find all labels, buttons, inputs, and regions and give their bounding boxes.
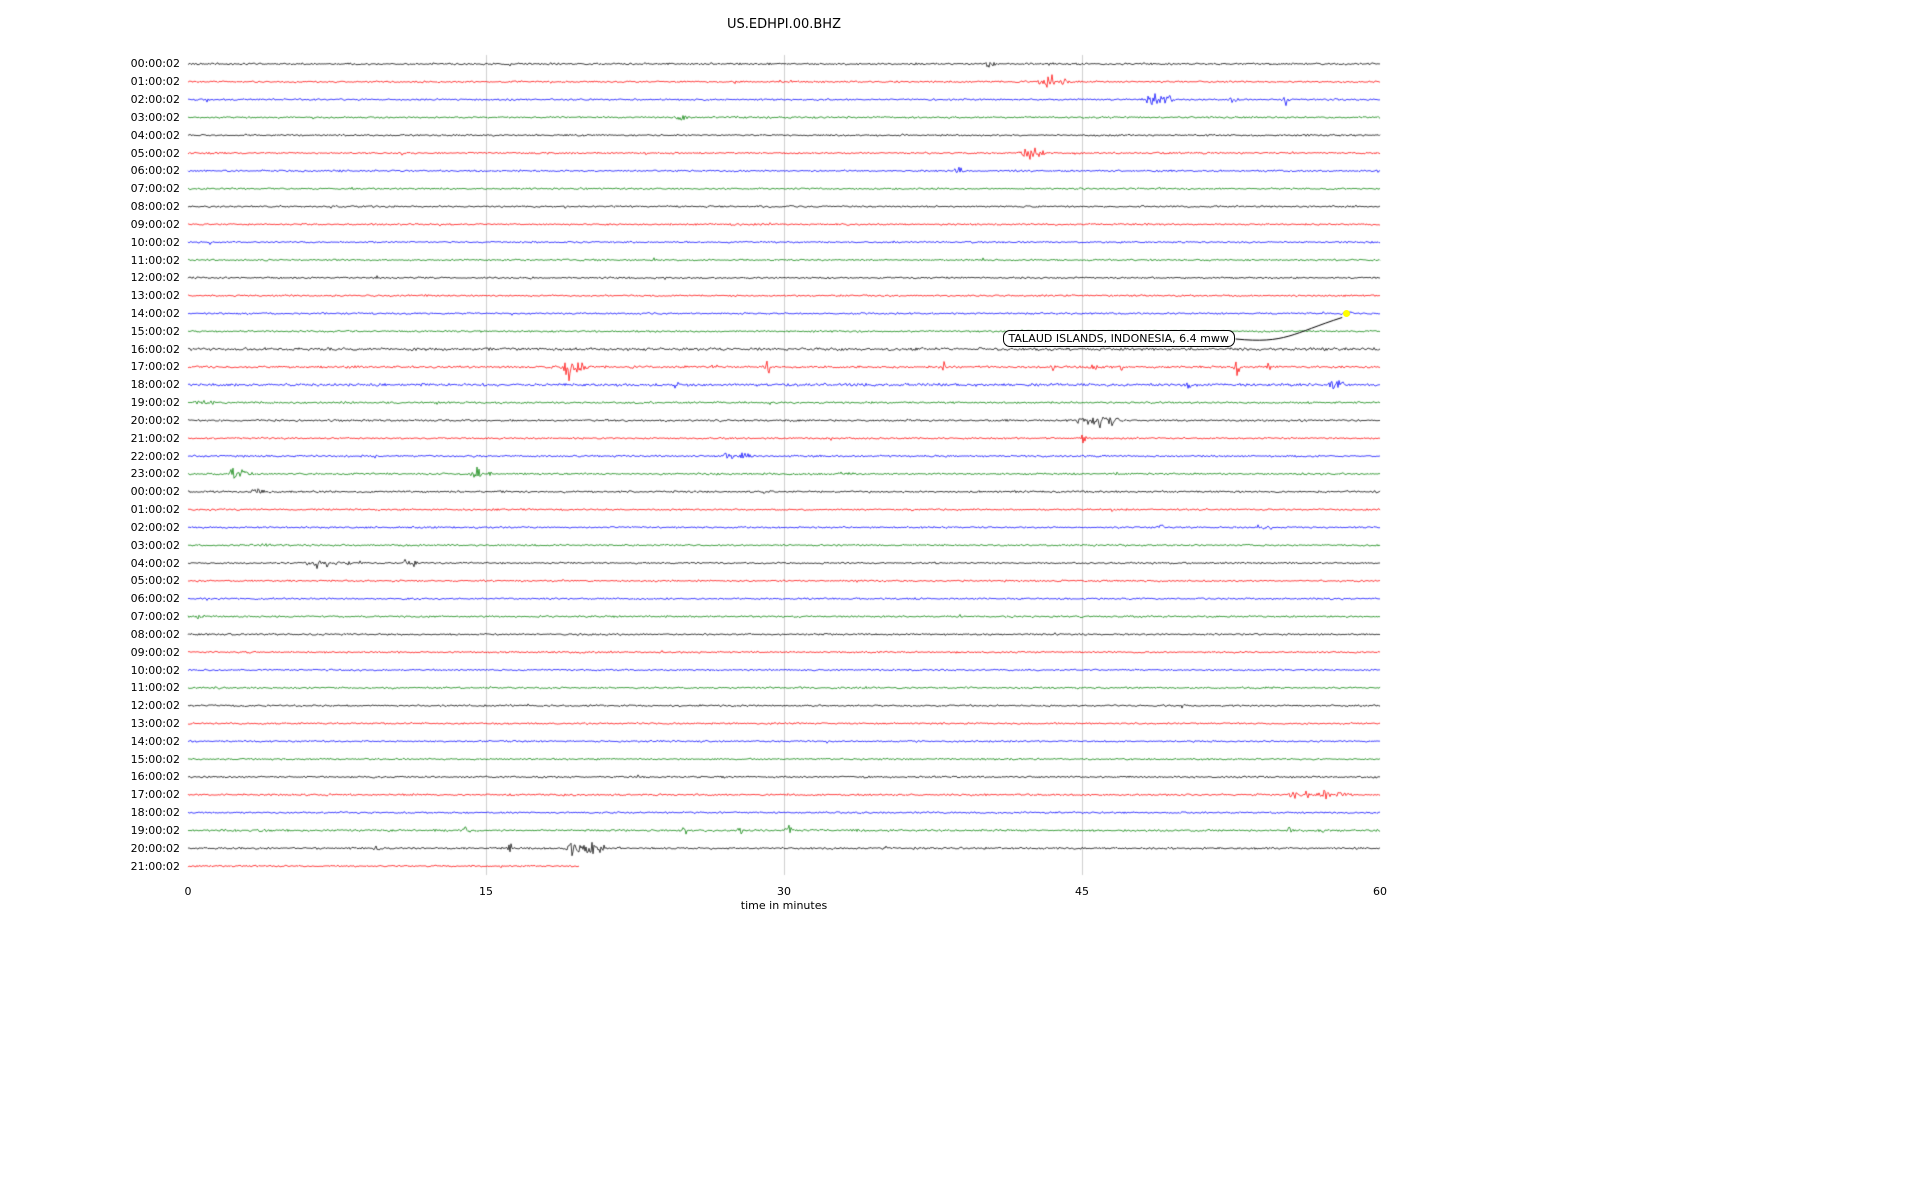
x-tick-label: 30 (777, 885, 791, 898)
row-label: 00:00:02 (130, 485, 180, 499)
row-label: 17:00:02 (130, 788, 180, 802)
row-label: 08:00:02 (130, 200, 180, 214)
row-label: 17:00:02 (130, 360, 180, 374)
row-label: 19:00:02 (130, 823, 180, 837)
row-label: 04:00:02 (130, 128, 180, 142)
row-label: 00:00:02 (130, 57, 180, 71)
row-label: 07:00:02 (130, 610, 180, 624)
row-label: 18:00:02 (130, 806, 180, 820)
row-label: 01:00:02 (130, 75, 180, 89)
row-label: 12:00:02 (130, 271, 180, 285)
x-tick-label: 60 (1373, 885, 1387, 898)
row-label: 05:00:02 (130, 146, 180, 160)
row-label: 05:00:02 (130, 574, 180, 588)
row-label: 03:00:02 (130, 538, 180, 552)
row-label: 19:00:02 (130, 396, 180, 410)
row-label: 11:00:02 (130, 681, 180, 695)
event-annotation: TALAUD ISLANDS, INDONESIA, 6.4 mww (1002, 330, 1235, 348)
x-tick-label: 0 (184, 885, 192, 898)
row-label: 06:00:02 (130, 164, 180, 178)
row-label: 12:00:02 (130, 699, 180, 713)
row-label: 22:00:02 (130, 449, 180, 463)
row-label: 09:00:02 (130, 645, 180, 659)
row-label: 13:00:02 (130, 716, 180, 730)
x-axis-label: time in minutes (740, 899, 828, 912)
row-label: 06:00:02 (130, 592, 180, 606)
figure-title: US.EDHPI.00.BHZ (727, 17, 841, 32)
row-label: 16:00:02 (130, 770, 180, 784)
row-label: 21:00:02 (130, 431, 180, 445)
row-label: 14:00:02 (130, 734, 180, 748)
row-label: 13:00:02 (130, 289, 180, 303)
row-label: 08:00:02 (130, 627, 180, 641)
row-label: 01:00:02 (130, 503, 180, 517)
row-label: 10:00:02 (130, 663, 180, 677)
row-label: 11:00:02 (130, 253, 180, 267)
row-label: 02:00:02 (130, 93, 180, 107)
row-label: 14:00:02 (130, 306, 180, 320)
x-tick-label: 15 (479, 885, 493, 898)
row-label: 16:00:02 (130, 342, 180, 356)
row-label: 03:00:02 (130, 110, 180, 124)
row-label: 09:00:02 (130, 217, 180, 231)
row-label: 02:00:02 (130, 520, 180, 534)
row-label: 04:00:02 (130, 556, 180, 570)
x-tick-label: 45 (1075, 885, 1089, 898)
row-label: 07:00:02 (130, 182, 180, 196)
row-label: 15:00:02 (130, 752, 180, 766)
row-label: 20:00:02 (130, 841, 180, 855)
row-label: 21:00:02 (130, 859, 180, 873)
event-marker (1342, 309, 1350, 317)
row-label: 10:00:02 (130, 235, 180, 249)
row-label: 23:00:02 (130, 467, 180, 481)
row-label: 18:00:02 (130, 378, 180, 392)
row-label: 20:00:02 (130, 413, 180, 427)
row-label: 15:00:02 (130, 324, 180, 338)
